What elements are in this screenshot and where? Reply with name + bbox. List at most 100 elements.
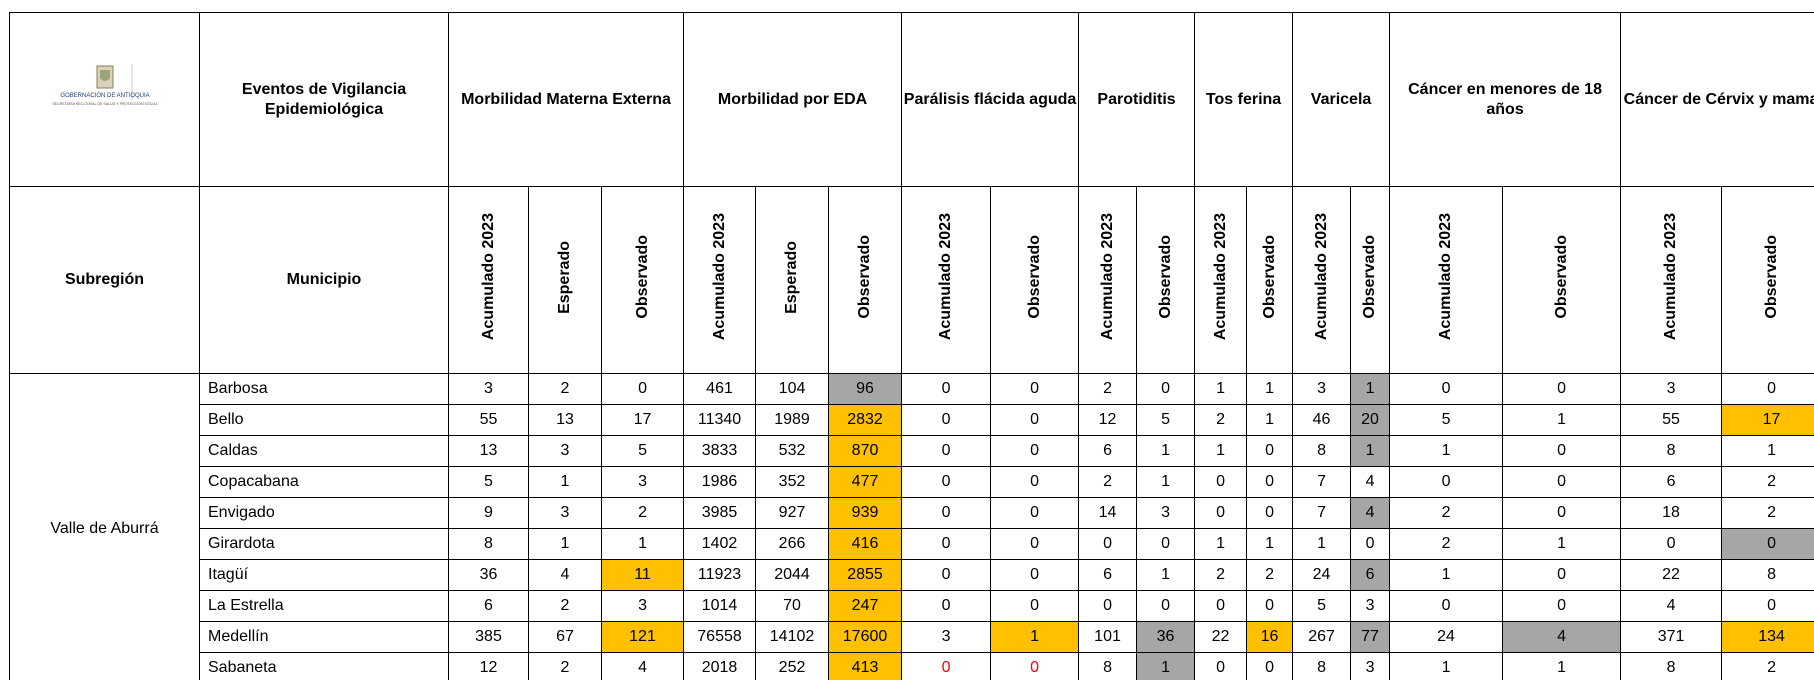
value-cell: 2 — [1389, 528, 1504, 560]
value-cell: 4 — [600, 652, 685, 680]
value-cell: 0 — [990, 404, 1080, 436]
value-cell: 8 — [1620, 652, 1723, 680]
value-cell: 0 — [1350, 528, 1391, 560]
municipio: Caldas — [199, 435, 449, 467]
value-cell: 12 — [1078, 404, 1138, 436]
value-cell: 104 — [755, 373, 830, 405]
value-cell: 0 — [1721, 528, 1814, 560]
value-cell: 2018 — [683, 652, 757, 680]
value-cell: 1 — [1292, 528, 1352, 560]
value-cell: 17 — [600, 404, 685, 436]
value-cell: 96 — [828, 373, 903, 405]
value-cell: 0 — [1389, 590, 1504, 622]
value-cell: 0 — [990, 652, 1080, 680]
value-cell: 7 — [1292, 497, 1352, 529]
value-cell: 0 — [1502, 373, 1622, 405]
column-header: Acumulado 2023 — [1292, 186, 1352, 374]
column-header-text: Acumulado 2023 — [937, 213, 955, 341]
value-cell: 17600 — [828, 621, 903, 653]
column-header-text: Esperado — [556, 240, 573, 314]
column-header-text: Esperado — [783, 240, 801, 314]
value-cell: 14 — [1078, 497, 1138, 529]
value-cell: 11923 — [683, 559, 757, 591]
value-cell: 0 — [1246, 652, 1294, 680]
value-cell: 4 — [1350, 497, 1391, 529]
value-cell: 0 — [1194, 652, 1248, 680]
value-cell: 939 — [828, 497, 903, 529]
value-cell: 2 — [1721, 497, 1814, 529]
value-cell: 0 — [1389, 373, 1504, 405]
data-row: Caldas 13 3 5 3833 532 870 0 0 6 1 1 0 8 1 1 0 8 1 — [10, 435, 1814, 467]
value-cell: 36 — [448, 559, 529, 591]
value-cell: 3 — [448, 373, 529, 405]
value-cell: 5 — [448, 466, 529, 498]
value-cell: 0 — [1721, 590, 1814, 622]
value-cell: 1 — [990, 621, 1080, 653]
value-cell: 1 — [1246, 373, 1294, 405]
value-cell: 1402 — [683, 528, 757, 560]
data-row: Medellín 385 67 121 76558 14102 17600 3 1 101 36 22… — [10, 621, 1814, 653]
value-cell: 12 — [448, 652, 529, 680]
column-header-text: Observado — [1762, 235, 1780, 319]
value-cell: 6 — [1078, 435, 1138, 467]
value-cell: 1 — [1502, 652, 1622, 680]
logo: GOBERNACIÓN DE ANTIOQUIA SECRETARÍA SECCI… — [52, 63, 158, 106]
value-cell: 0 — [1502, 559, 1622, 591]
column-header-text: Observado — [1361, 235, 1379, 319]
value-cell: 0 — [901, 404, 992, 436]
value-cell: 17 — [1721, 404, 1814, 436]
value-cell: 1 — [1136, 559, 1196, 591]
value-cell: 0 — [1502, 466, 1622, 498]
value-cell: 11 — [600, 559, 685, 591]
column-header-text: Acumulado 2023 — [1662, 213, 1680, 341]
value-cell: 0 — [990, 373, 1080, 405]
value-cell: 247 — [828, 590, 903, 622]
header-row: Subregión Municipio Acumulado 2023 Esperado… — [9, 186, 1814, 374]
value-cell: 532 — [755, 435, 830, 467]
value-cell: 0 — [1194, 497, 1248, 529]
column-header: Observado — [1350, 186, 1391, 374]
value-cell: 0 — [901, 528, 992, 560]
value-cell: 1 — [1502, 528, 1622, 560]
value-cell: 6 — [1078, 559, 1138, 591]
value-cell: 0 — [1194, 466, 1248, 498]
value-cell: 0 — [1136, 373, 1196, 405]
value-cell: 2 — [528, 373, 602, 405]
value-cell: 0 — [990, 528, 1080, 560]
value-cell: 267 — [1292, 621, 1352, 653]
value-cell: 20 — [1350, 404, 1391, 436]
logo-text: SECRETARÍA SECCIONAL DE SALUD Y PROTECCI… — [52, 101, 158, 106]
value-cell: 1 — [1194, 435, 1248, 467]
subregion: Valle de Aburrá — [9, 373, 200, 680]
value-cell: 16 — [1246, 621, 1294, 653]
events-label: Eventos de Vigilancia Epidemiológica — [199, 12, 449, 187]
value-cell: 3985 — [683, 497, 757, 529]
municipio: Medellín — [199, 621, 449, 653]
value-cell: 134 — [1721, 621, 1814, 653]
group-header: Varicela — [1292, 12, 1391, 187]
value-cell: 3833 — [683, 435, 757, 467]
value-cell: 0 — [901, 373, 992, 405]
column-header: Observado — [1136, 186, 1196, 374]
value-cell: 2 — [600, 497, 685, 529]
column-header: Observado — [990, 186, 1080, 374]
value-cell: 1 — [1194, 528, 1248, 560]
column-header: Acumulado 2023 — [1620, 186, 1723, 374]
value-cell: 77 — [1350, 621, 1391, 653]
value-cell: 36 — [1136, 621, 1196, 653]
value-cell: 0 — [901, 466, 992, 498]
value-cell: 1 — [1246, 404, 1294, 436]
value-cell: 0 — [1078, 590, 1138, 622]
value-cell: 1 — [600, 528, 685, 560]
value-cell: 2 — [528, 590, 602, 622]
municipio: Girardota — [199, 528, 449, 560]
value-cell: 76558 — [683, 621, 757, 653]
value-cell: 1 — [1350, 435, 1391, 467]
municipio: Envigado — [199, 497, 449, 529]
value-cell: 1 — [528, 466, 602, 498]
value-cell: 1 — [1389, 435, 1504, 467]
value-cell: 2 — [1721, 652, 1814, 680]
surveillance-table: GOBERNACIÓN DE ANTIOQUIA SECRETARÍA SECCI… — [9, 12, 1814, 680]
value-cell: 0 — [1246, 435, 1294, 467]
value-cell: 3 — [600, 590, 685, 622]
